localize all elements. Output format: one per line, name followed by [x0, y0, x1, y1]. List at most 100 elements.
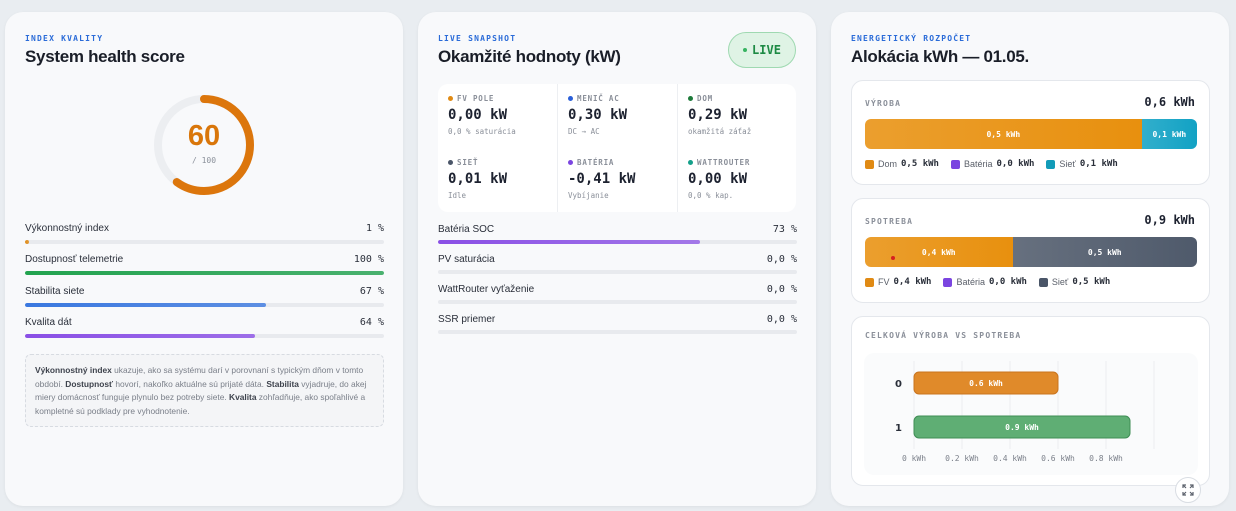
metric-label: Kvalita dát: [25, 317, 72, 328]
tile-battery: BATÉRIA -0,41 kW Vybíjanie: [558, 148, 677, 212]
y-category-label: 1: [895, 423, 902, 434]
legend-value: 0,5 kWh: [1072, 277, 1111, 287]
production-stack: 0,5 kWh 0,1 kWh: [865, 119, 1197, 149]
tile-home: DOM 0,29 kW okamžitá záťaž: [678, 84, 797, 148]
metric-data-quality: Kvalita dát 64 %: [25, 317, 384, 341]
legend-swatch: [865, 277, 874, 287]
production-label: VÝROBA: [865, 99, 902, 108]
row-track: [438, 270, 797, 274]
metric-performance: Výkonnostný index 1 %: [25, 223, 384, 247]
row-fill: [438, 240, 701, 244]
row-value: 0,0 %: [766, 314, 797, 325]
consumption-segment-pv[interactable]: 0,4 kWh: [865, 237, 1013, 267]
health-score: 60: [187, 120, 221, 152]
consumption-stack: 0,4 kWh 0,5 kWh: [865, 237, 1197, 267]
bar-data-label: 0.6 kWh: [969, 379, 1003, 388]
compare-chart-box: 0 kWh 0.2 kWh 0.4 kWh 0.6 kWh 0.8 kWh 0 0.6 kW…: [864, 353, 1201, 503]
tile-label: DOM: [697, 94, 713, 103]
legend-value: 0,0 kWh: [996, 159, 1035, 169]
metric-track: [25, 240, 384, 244]
note-term: Výkonnostný index: [35, 365, 112, 375]
consumption-panel: SPOTREBA 0,9 kWh 0,4 kWh 0,5 kWh FV 0,4 k…: [851, 198, 1210, 303]
segment-label: 0,4 kWh: [921, 247, 956, 257]
snapshot-tiles: FV POLE 0,00 kW 0,0 % saturácia MENIČ AC…: [438, 84, 796, 212]
bar: [913, 415, 1131, 439]
legend-swatch: [865, 159, 874, 169]
tile-label: WATTROUTER: [697, 158, 751, 167]
dot-icon: [448, 96, 453, 101]
note-text: hovorí, nakoľko aktuálne sú prijaté dáta…: [113, 378, 267, 389]
bar-data-label: 0.9 kWh: [1005, 423, 1039, 432]
note-term: Kvalita: [229, 392, 257, 403]
tile-wattrouter: WATTROUTER 0,00 kW 0,0 % kap.: [678, 148, 797, 212]
consumption-segment-grid[interactable]: 0,5 kWh: [1012, 237, 1197, 267]
legend-value: 0,4 kWh: [893, 277, 932, 287]
metric-label: Stabilita siete: [25, 286, 85, 297]
row-label: PV saturácia: [438, 254, 495, 265]
tile-value: 0,00 kW: [448, 107, 508, 123]
metric-label: Dostupnosť telemetrie: [25, 254, 124, 265]
metric-track: [25, 271, 384, 275]
x-tick-label: 0.8 kWh: [1089, 454, 1123, 463]
legend-swatch: [1038, 277, 1048, 287]
note-text: vyjadruje, do akej miery domácnosť fungu…: [35, 378, 367, 403]
metric-fill: [25, 240, 29, 244]
row-value: 0,0 %: [766, 254, 797, 265]
legend-swatch: [950, 159, 960, 169]
note-term: Stabilita: [266, 378, 299, 389]
health-explanation-note: Výkonnostný index ukazuje, ako sa systém…: [25, 354, 384, 427]
legend-item-battery: Batéria 0,0 kWh: [950, 159, 1035, 169]
health-gauge: [154, 95, 254, 195]
expand-icon: [1182, 484, 1194, 496]
compare-label: CELKOVÁ VÝROBA VS SPOTREBA: [865, 331, 1022, 340]
metric-fill: [25, 303, 266, 307]
tile-grid: SIEŤ 0,01 kW Idle: [438, 148, 557, 212]
live-badge[interactable]: LIVE: [728, 32, 796, 68]
production-segment-home[interactable]: 0,5 kWh: [865, 119, 1142, 149]
dot-icon: [688, 160, 693, 165]
tile-value: -0,41 kW: [568, 171, 636, 187]
row-label: SSR priemer: [438, 314, 496, 325]
tile-pv: FV POLE 0,00 kW 0,0 % saturácia: [438, 84, 557, 148]
dot-icon: [568, 160, 573, 165]
legend-name: Sieť: [1051, 277, 1069, 287]
metric-value: 64 %: [359, 317, 384, 328]
x-tick-label: 0.6 kWh: [1041, 454, 1075, 463]
legend-item-home: Dom 0,5 kWh: [865, 159, 939, 169]
row-label: WattRouter vyťaženie: [438, 284, 535, 295]
cursor-dot-icon: [891, 256, 895, 260]
tile-sub: 0,0 % saturácia: [448, 127, 516, 136]
production-panel: VÝROBA 0,6 kWh 0,5 kWh 0,1 kWh Dom 0,5 kW…: [851, 80, 1210, 185]
legend-swatch: [943, 277, 953, 287]
metric-value: 1 %: [365, 223, 384, 234]
snapshot-title: Okamžité hodnoty (kW): [438, 47, 621, 66]
x-tick-label: 0 kWh: [902, 454, 926, 463]
production-segment-grid[interactable]: 0,1 kWh: [1141, 119, 1197, 149]
health-score-max: / 100: [191, 156, 217, 165]
row-track: [438, 240, 797, 244]
row-value: 0,0 %: [766, 284, 797, 295]
compare-chart: 0 kWh 0.2 kWh 0.4 kWh 0.6 kWh 0.8 kWh 0 0.6 kW…: [895, 361, 1155, 463]
metric-value: 67 %: [359, 286, 384, 297]
legend-swatch: [1046, 159, 1056, 169]
legend-value: 0,5 kWh: [901, 159, 939, 169]
tile-sub: 0,0 % kap.: [688, 191, 734, 200]
tile-label: BATÉRIA: [577, 158, 615, 167]
tile-sub: Vybíjanie: [568, 191, 609, 200]
tile-label: FV POLE: [457, 94, 495, 103]
bar: [913, 371, 1059, 395]
y-category-label: 0: [895, 379, 902, 390]
legend-item-battery: Batéria 0,0 kWh: [943, 277, 1027, 287]
tile-label: SIEŤ: [457, 158, 479, 167]
dot-icon: [568, 96, 573, 101]
production-legend: Dom 0,5 kWh Batéria 0,0 kWh Sieť 0,1 kWh: [865, 159, 1118, 169]
x-tick-label: 0.4 kWh: [993, 454, 1027, 463]
consumption-label: SPOTREBA: [865, 217, 914, 226]
metric-track: [25, 334, 384, 338]
legend-value: 0,0 kWh: [988, 277, 1027, 287]
production-total: 0,6 kWh: [1144, 95, 1195, 109]
expand-button[interactable]: [1175, 477, 1201, 503]
tile-sub: Idle: [448, 191, 467, 200]
health-gauge-arc: [154, 95, 254, 195]
row-track: [438, 300, 797, 304]
